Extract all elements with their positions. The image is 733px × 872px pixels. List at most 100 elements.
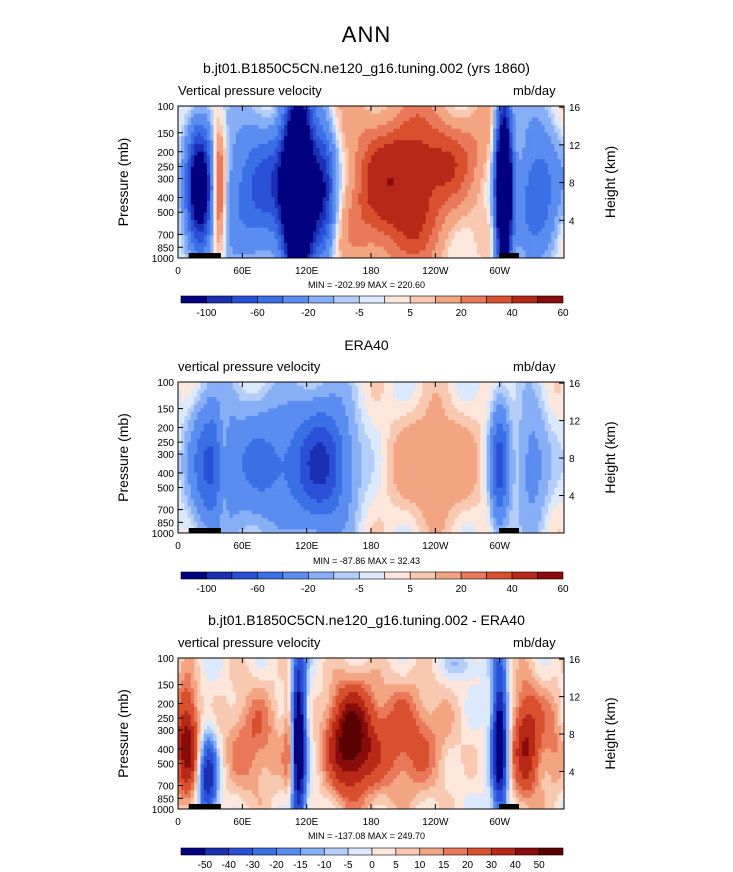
heatmap-cell bbox=[383, 121, 388, 126]
heatmap-cell bbox=[502, 250, 507, 255]
heatmap-cell bbox=[358, 178, 362, 183]
heatmap-cell bbox=[531, 239, 536, 244]
heatmap-cell bbox=[473, 144, 478, 149]
heatmap-cell bbox=[506, 155, 510, 160]
heatmap-cell bbox=[435, 159, 439, 164]
heatmap-cell bbox=[306, 235, 311, 240]
heatmap-cell bbox=[342, 212, 346, 217]
heatmap-cell bbox=[535, 242, 539, 247]
panel-2-title: ERA40 bbox=[344, 337, 389, 353]
heatmap-cell bbox=[522, 178, 526, 183]
heatmap-cell bbox=[219, 189, 224, 194]
heatmap-cell bbox=[502, 216, 507, 221]
heatmap-cell bbox=[235, 128, 240, 133]
heatmap-cell bbox=[544, 235, 549, 240]
colorbar-swatch bbox=[435, 295, 462, 304]
heatmap-cell bbox=[470, 208, 475, 213]
heatmap-cell bbox=[348, 106, 353, 111]
heatmap-cell bbox=[245, 159, 250, 164]
heatmap-cell bbox=[306, 216, 311, 221]
heatmap-cell bbox=[358, 185, 362, 190]
heatmap-cell bbox=[354, 182, 359, 187]
heatmap-cell bbox=[528, 170, 533, 175]
heatmap-cell bbox=[560, 132, 565, 137]
colorbar-swatch bbox=[308, 295, 335, 304]
heatmap-cell bbox=[483, 132, 488, 137]
heatmap-cell bbox=[467, 178, 472, 183]
heatmap-cell bbox=[441, 121, 446, 126]
heatmap-cell bbox=[229, 159, 234, 164]
heatmap-cell bbox=[187, 163, 192, 168]
heatmap-cell bbox=[213, 227, 217, 232]
heatmap-cell bbox=[509, 189, 513, 194]
heatmap-cell bbox=[383, 239, 388, 244]
heatmap-cell bbox=[544, 178, 549, 183]
heatmap-cell bbox=[515, 231, 520, 236]
heatmap-cell bbox=[432, 220, 436, 225]
heatmap-cell bbox=[245, 231, 250, 236]
heatmap-cell bbox=[223, 250, 227, 255]
heatmap-cell bbox=[319, 204, 324, 209]
heatmap-cell bbox=[396, 197, 401, 202]
heatmap-cell bbox=[416, 182, 420, 187]
heatmap-cell bbox=[178, 208, 182, 213]
heatmap-cell bbox=[480, 151, 484, 156]
heatmap-cell bbox=[242, 208, 246, 213]
heatmap-cell bbox=[541, 254, 546, 259]
heatmap-cell bbox=[194, 170, 198, 175]
heatmap-cell bbox=[441, 189, 446, 194]
heatmap-cell bbox=[213, 212, 217, 217]
heatmap-cell bbox=[448, 220, 452, 225]
heatmap-cell bbox=[216, 155, 221, 160]
heatmap-cell bbox=[213, 208, 217, 213]
heatmap-cell bbox=[329, 159, 333, 164]
heatmap-cell bbox=[409, 231, 414, 236]
heatmap-cell bbox=[280, 132, 285, 137]
heatmap-cell bbox=[232, 178, 237, 183]
heatmap-cell bbox=[470, 121, 475, 126]
heatmap-cell bbox=[284, 231, 288, 236]
heatmap-cell bbox=[419, 128, 423, 133]
heatmap-cell bbox=[261, 117, 266, 122]
heatmap-cell bbox=[332, 223, 337, 228]
heatmap-cell bbox=[332, 163, 337, 168]
heatmap-cell bbox=[409, 166, 414, 171]
heatmap-cell bbox=[271, 132, 275, 137]
heatmap-cell bbox=[245, 170, 250, 175]
heatmap-cell bbox=[531, 212, 536, 217]
heatmap-cell bbox=[461, 128, 465, 133]
heatmap-cell bbox=[496, 125, 501, 130]
heatmap-cell bbox=[473, 246, 478, 251]
heatmap-cell bbox=[245, 208, 250, 213]
heatmap-cell bbox=[480, 117, 484, 122]
heatmap-cell bbox=[364, 254, 369, 259]
heatmap-cell bbox=[518, 109, 523, 114]
heatmap-cell bbox=[544, 193, 549, 198]
heatmap-cell bbox=[377, 208, 382, 213]
heatmap-cell bbox=[490, 223, 494, 228]
heatmap-cell bbox=[197, 197, 201, 202]
heatmap-cell bbox=[284, 204, 288, 209]
heatmap-cell bbox=[490, 155, 494, 160]
heatmap-cell bbox=[454, 128, 459, 133]
heatmap-cell bbox=[197, 151, 201, 156]
heatmap-cell bbox=[297, 193, 301, 198]
heatmap-cell bbox=[206, 197, 211, 202]
heatmap-cell bbox=[531, 201, 536, 206]
heatmap-cell bbox=[210, 121, 214, 126]
heatmap-cell bbox=[184, 155, 189, 160]
heatmap-cell bbox=[403, 216, 407, 221]
heatmap-cell bbox=[541, 220, 546, 225]
heatmap-cell bbox=[226, 125, 230, 130]
heatmap-cell bbox=[261, 170, 266, 175]
colorbar-swatch bbox=[358, 295, 386, 304]
heatmap-cell bbox=[461, 208, 465, 213]
heatmap-cell bbox=[190, 147, 195, 152]
heatmap-cell bbox=[551, 159, 555, 164]
heatmap-cell bbox=[393, 163, 398, 168]
heatmap-cell bbox=[258, 193, 263, 198]
heatmap-cell bbox=[206, 174, 211, 179]
colorbar-swatch bbox=[282, 295, 309, 304]
heatmap-cell bbox=[184, 242, 189, 247]
heatmap-cell bbox=[258, 242, 263, 247]
